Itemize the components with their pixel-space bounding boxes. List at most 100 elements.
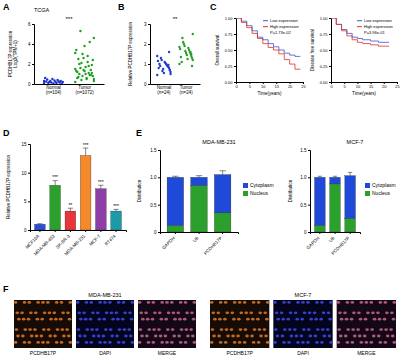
cell	[344, 335, 348, 338]
cell	[384, 301, 388, 304]
cell	[384, 341, 388, 344]
bar-segment	[330, 184, 341, 232]
y-tick: 0.75	[225, 32, 236, 37]
error-bar	[222, 171, 223, 175]
annotation: P=1.73e-02	[270, 30, 292, 35]
cell	[22, 318, 26, 321]
cell	[302, 328, 306, 331]
x-tick-label: 20	[382, 84, 387, 89]
cell	[36, 318, 40, 321]
cell	[233, 341, 237, 344]
cell	[373, 318, 377, 321]
cell	[288, 328, 292, 331]
survival-curve	[236, 18, 300, 56]
y-tick-mark	[32, 64, 34, 65]
y-tick-label: 1.00	[225, 16, 234, 21]
point	[168, 51, 170, 53]
x-tick-label: 15	[274, 84, 279, 89]
y-tick-mark	[148, 84, 150, 85]
cell	[117, 341, 121, 344]
y-axis-line	[32, 25, 35, 85]
cell	[97, 335, 101, 338]
error-cap	[219, 170, 226, 171]
cell	[211, 328, 215, 331]
cell	[224, 301, 228, 304]
y-tick: 2	[144, 42, 150, 47]
x-axis: Normal(n=104)Tumor(n=1072)	[35, 84, 105, 95]
cell	[346, 341, 350, 344]
cell	[309, 318, 313, 321]
cell	[76, 301, 80, 304]
error-cap	[98, 185, 103, 186]
y-tick-label: 2	[28, 62, 31, 67]
point	[93, 80, 95, 82]
cell	[393, 301, 397, 304]
cell	[363, 335, 367, 338]
y-tick-label: 15	[21, 142, 27, 147]
y-tick-mark	[28, 173, 30, 174]
cell	[131, 301, 135, 304]
cell	[338, 311, 342, 314]
cell	[146, 318, 150, 321]
image-label: MERGE	[158, 350, 177, 356]
point	[85, 78, 87, 80]
cell	[346, 328, 350, 331]
cell	[190, 311, 194, 314]
y-tick-mark	[32, 84, 34, 85]
x-tick: MDA-MB-453	[33, 230, 56, 256]
cell	[102, 318, 106, 321]
x-tick-label: MCF-7	[88, 233, 102, 247]
cell	[69, 341, 73, 344]
cell	[152, 341, 156, 344]
cell	[76, 341, 80, 344]
cell	[266, 341, 270, 344]
cell	[79, 318, 83, 321]
point	[167, 64, 169, 66]
x-tick: MDA-MB-231	[63, 230, 86, 256]
x-tick-label: U6	[328, 235, 336, 243]
cell	[167, 311, 171, 314]
cell	[225, 311, 229, 314]
y-tick-mark	[28, 230, 30, 231]
cell	[121, 318, 125, 321]
cell	[147, 328, 151, 331]
y-tick: 4	[28, 42, 34, 47]
error-cap	[318, 176, 322, 177]
legend-swatch	[243, 183, 248, 188]
cell	[391, 335, 395, 338]
cell	[28, 328, 32, 331]
cell	[60, 341, 64, 344]
bars	[167, 171, 231, 232]
cell	[123, 328, 127, 331]
y-tick: 1.0	[300, 175, 310, 180]
point	[186, 58, 188, 60]
y-tick: 1.5	[300, 148, 310, 153]
cell	[158, 311, 162, 314]
micrograph-background	[138, 300, 196, 348]
y-tick: 15	[21, 142, 30, 147]
cell	[102, 335, 106, 338]
y-tick-label: 0.50	[225, 48, 234, 53]
cell	[239, 311, 243, 314]
cell	[273, 341, 277, 344]
x-tick-label: 15	[369, 84, 374, 89]
x-tick-mark	[350, 232, 351, 234]
x-tick-label: 25	[395, 84, 400, 89]
x-tick-label: 0	[330, 84, 333, 89]
x-tick-label: Normal(n=104)	[46, 85, 62, 95]
point	[181, 37, 183, 39]
y-tick-mark	[28, 144, 30, 145]
cell	[237, 318, 241, 321]
panel-bar: 00.51.01.5GAPDHU6PCDHB17PCytoplasmNucleu…	[136, 128, 274, 256]
cell	[236, 335, 240, 338]
cell	[239, 328, 243, 331]
panel-letter: C	[210, 2, 217, 12]
y-tick-mark	[158, 205, 160, 206]
y-tick-mark	[148, 44, 150, 45]
panel-letter: E	[136, 128, 142, 138]
point	[82, 69, 84, 71]
point	[92, 75, 94, 77]
cell	[46, 341, 50, 344]
legend-swatch	[365, 183, 370, 188]
y-tick-label: 6	[28, 22, 31, 27]
